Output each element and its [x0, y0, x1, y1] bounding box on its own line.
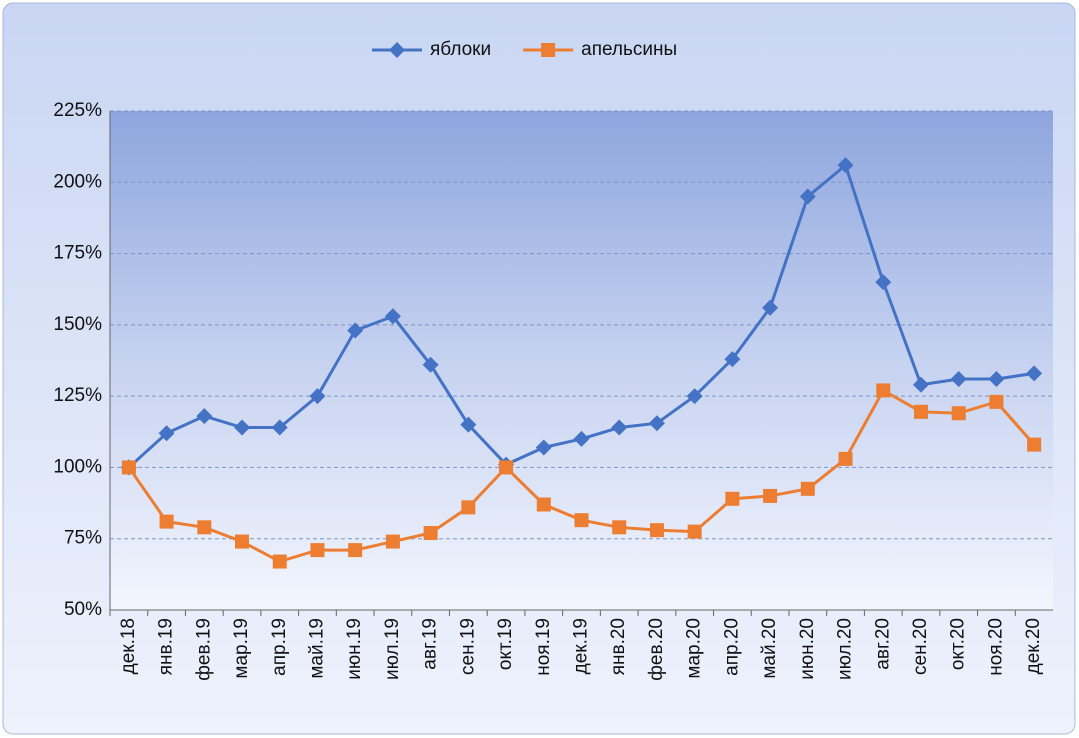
- y-tick-label: 225%: [53, 100, 102, 121]
- y-tick-label: 175%: [53, 243, 102, 264]
- marker: [762, 299, 779, 316]
- marker: [951, 406, 966, 421]
- marker: [347, 322, 364, 339]
- y-tick-label: 50%: [64, 599, 102, 620]
- x-tick-label: авг.19: [420, 618, 441, 670]
- x-tick-label: апр.20: [721, 618, 742, 676]
- marker: [197, 520, 212, 535]
- x-tick-label: авг.20: [872, 618, 893, 670]
- marker: [988, 371, 1005, 388]
- marker: [1026, 365, 1043, 382]
- marker: [800, 481, 815, 496]
- marker: [385, 534, 400, 549]
- marker: [310, 543, 325, 558]
- x-tick-label: янв.19: [156, 618, 177, 675]
- marker: [799, 188, 816, 205]
- x-tick-label: апр.19: [269, 618, 290, 676]
- marker: [725, 491, 740, 506]
- marker: [724, 351, 741, 368]
- x-tick-label: май.19: [306, 618, 327, 679]
- marker: [461, 500, 476, 515]
- x-tick-label: фев.19: [193, 618, 214, 681]
- x-tick-label: июл.19: [382, 618, 403, 680]
- x-tick-label: мар.20: [684, 618, 705, 679]
- marker: [687, 524, 702, 539]
- marker: [309, 388, 326, 405]
- x-tick-label: мар.19: [231, 618, 252, 679]
- x-tick-label: дек.20: [1023, 618, 1044, 674]
- marker: [1027, 437, 1042, 452]
- legend-label: апельсины: [581, 39, 677, 60]
- x-tick-label: ноя.20: [985, 618, 1006, 676]
- legend-marker: [389, 42, 405, 58]
- marker: [121, 460, 136, 475]
- marker: [989, 394, 1004, 409]
- marker: [272, 554, 287, 569]
- marker: [686, 388, 703, 405]
- marker: [574, 513, 589, 528]
- x-tick-label: июн.19: [344, 618, 365, 680]
- marker: [535, 439, 552, 456]
- marker: [422, 356, 439, 373]
- x-tick-label: июл.20: [835, 618, 856, 680]
- x-tick-label: сен.20: [910, 618, 931, 675]
- marker: [460, 416, 477, 433]
- marker: [612, 520, 627, 535]
- marker: [158, 425, 175, 442]
- y-tick-label: 200%: [53, 171, 102, 192]
- x-tick-label: янв.20: [608, 618, 629, 675]
- x-tick-label: дек.18: [118, 618, 139, 674]
- marker: [649, 523, 664, 538]
- marker: [913, 404, 928, 419]
- marker: [348, 543, 363, 558]
- x-tick-label: июн.20: [797, 618, 818, 680]
- marker: [648, 415, 665, 432]
- x-tick-label: дек.19: [571, 618, 592, 674]
- marker: [159, 514, 174, 529]
- marker: [499, 460, 514, 475]
- y-tick-label: 150%: [53, 314, 102, 335]
- marker: [573, 430, 590, 447]
- x-tick-label: май.20: [759, 618, 780, 679]
- marker: [611, 419, 628, 436]
- marker: [384, 308, 401, 325]
- marker: [763, 488, 778, 503]
- marker: [876, 383, 891, 398]
- marker: [423, 526, 438, 541]
- x-tick-label: окт.20: [948, 618, 969, 670]
- marker: [536, 497, 551, 512]
- legend-label: яблоки: [430, 39, 491, 60]
- x-tick-label: ноя.19: [533, 618, 554, 676]
- marker: [235, 534, 250, 549]
- x-tick-label: фев.20: [646, 618, 667, 681]
- x-tick-label: сен.19: [457, 618, 478, 675]
- marker: [271, 419, 288, 436]
- marker: [837, 157, 854, 174]
- marker: [912, 376, 929, 393]
- marker: [875, 274, 892, 291]
- legend: яблоки апельсины: [372, 39, 677, 60]
- marker: [950, 371, 967, 388]
- y-tick-label: 100%: [53, 456, 102, 477]
- marker: [196, 408, 213, 425]
- x-tick-label: окт.19: [495, 618, 516, 670]
- legend-marker: [541, 43, 556, 57]
- marker: [234, 419, 251, 436]
- marker: [838, 451, 853, 466]
- y-tick-label: 75%: [64, 528, 102, 549]
- y-tick-label: 125%: [53, 385, 102, 406]
